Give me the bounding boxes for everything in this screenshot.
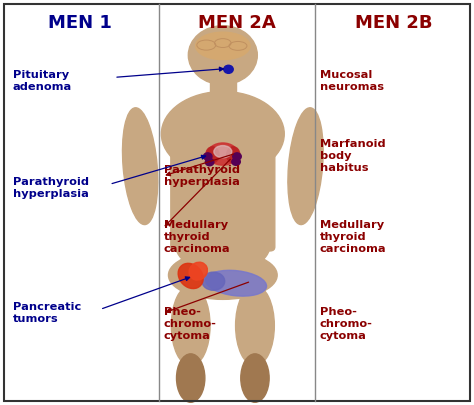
Ellipse shape — [208, 143, 238, 165]
Ellipse shape — [227, 147, 240, 163]
Text: MEN 2A: MEN 2A — [198, 14, 276, 32]
Circle shape — [233, 153, 241, 160]
Circle shape — [205, 158, 214, 166]
Text: MEN 1: MEN 1 — [48, 14, 112, 32]
Text: Mucosal
neuromas: Mucosal neuromas — [319, 70, 384, 92]
Circle shape — [232, 158, 240, 165]
Ellipse shape — [288, 108, 323, 224]
FancyBboxPatch shape — [210, 70, 236, 94]
Text: Marfanoid
body
habitus: Marfanoid body habitus — [319, 139, 385, 173]
Text: Parathyroid
hyperplasia: Parathyroid hyperplasia — [12, 177, 89, 199]
Ellipse shape — [178, 263, 203, 289]
Text: Pheo-
chromo-
cytoma: Pheo- chromo- cytoma — [164, 307, 217, 341]
Text: Medullary
thyroid
carcinoma: Medullary thyroid carcinoma — [319, 220, 386, 254]
Text: MEN 2B: MEN 2B — [355, 14, 433, 32]
Ellipse shape — [122, 108, 158, 224]
Ellipse shape — [206, 147, 219, 163]
Ellipse shape — [202, 272, 225, 290]
Ellipse shape — [236, 285, 274, 366]
Ellipse shape — [161, 92, 284, 176]
Text: Pituitary
adenoma: Pituitary adenoma — [12, 70, 72, 92]
Ellipse shape — [214, 145, 232, 158]
Circle shape — [188, 26, 257, 85]
Ellipse shape — [189, 262, 208, 280]
Circle shape — [224, 65, 233, 73]
Text: Pancreatic
tumors: Pancreatic tumors — [12, 303, 81, 324]
Ellipse shape — [241, 354, 269, 402]
Ellipse shape — [176, 354, 205, 402]
Ellipse shape — [171, 285, 210, 366]
Ellipse shape — [175, 217, 270, 273]
Ellipse shape — [196, 32, 250, 60]
FancyBboxPatch shape — [171, 126, 275, 251]
Text: Pheo-
chromo-
cytoma: Pheo- chromo- cytoma — [319, 307, 373, 341]
Text: Medullary
thyroid
carcinoma: Medullary thyroid carcinoma — [164, 220, 230, 254]
Circle shape — [203, 153, 212, 160]
Text: Parathyroid
hyperplasia: Parathyroid hyperplasia — [164, 165, 240, 187]
Ellipse shape — [168, 251, 277, 299]
Ellipse shape — [206, 270, 266, 296]
